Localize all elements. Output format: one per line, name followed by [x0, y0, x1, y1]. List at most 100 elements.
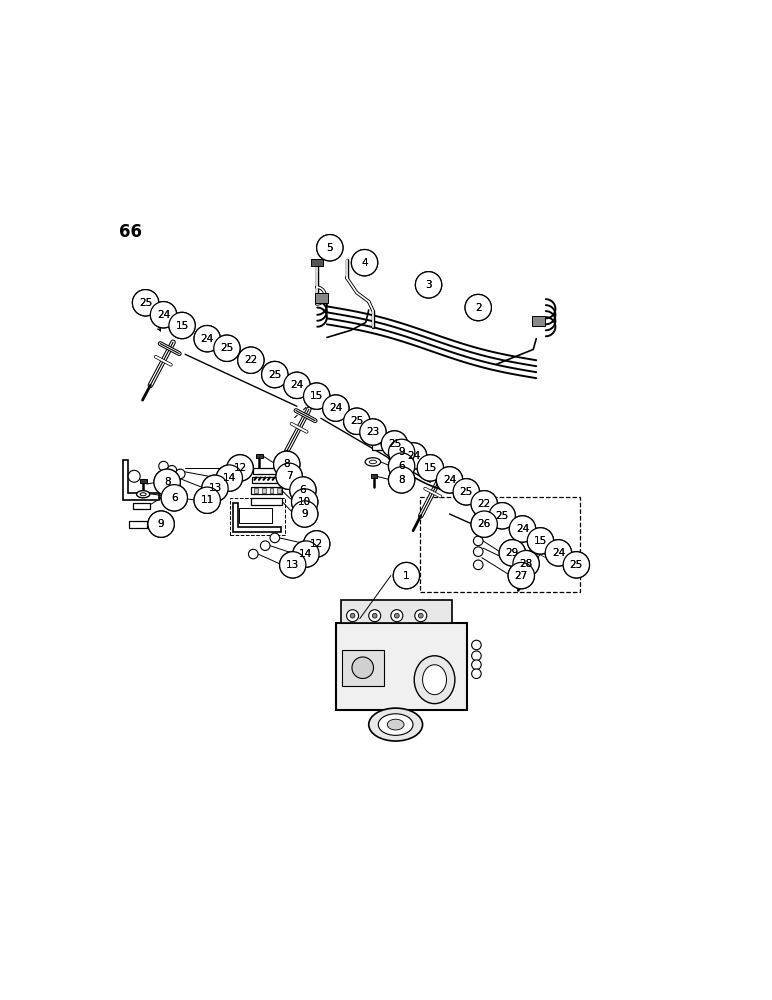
Circle shape: [154, 469, 181, 495]
Circle shape: [169, 312, 195, 339]
Text: 26: 26: [478, 519, 491, 529]
Text: 25: 25: [570, 560, 583, 570]
Text: 2: 2: [475, 303, 482, 313]
Circle shape: [415, 272, 442, 298]
Circle shape: [133, 290, 159, 316]
Text: 3: 3: [425, 280, 432, 290]
Text: 4: 4: [361, 258, 367, 268]
Text: 23: 23: [366, 427, 380, 437]
Bar: [371, 474, 377, 478]
Text: 5: 5: [327, 243, 334, 253]
Circle shape: [471, 511, 497, 537]
Text: 29: 29: [506, 548, 519, 558]
Text: 24: 24: [290, 380, 303, 390]
Text: 1: 1: [403, 571, 410, 581]
Text: 9: 9: [398, 447, 405, 457]
Text: 25: 25: [139, 298, 152, 308]
Text: 8: 8: [398, 475, 405, 485]
Text: 15: 15: [175, 321, 188, 331]
Text: 25: 25: [139, 298, 152, 308]
Circle shape: [471, 491, 497, 517]
Circle shape: [352, 657, 374, 679]
Circle shape: [151, 302, 177, 328]
Text: 8: 8: [164, 477, 171, 487]
Circle shape: [465, 294, 492, 321]
Text: 25: 25: [388, 439, 401, 449]
Circle shape: [214, 335, 240, 361]
Text: 24: 24: [157, 310, 170, 320]
Circle shape: [499, 540, 526, 566]
Circle shape: [472, 660, 481, 670]
Circle shape: [284, 372, 310, 399]
Circle shape: [415, 610, 427, 622]
Text: 2: 2: [475, 303, 482, 313]
Circle shape: [317, 235, 343, 261]
Circle shape: [381, 431, 408, 457]
Text: 15: 15: [424, 463, 437, 473]
Circle shape: [393, 562, 420, 589]
Circle shape: [201, 475, 229, 501]
Text: 25: 25: [496, 511, 509, 521]
Text: 9: 9: [301, 509, 308, 519]
Text: 9: 9: [157, 519, 164, 529]
Text: 28: 28: [520, 559, 533, 569]
Circle shape: [323, 395, 349, 421]
Bar: [253, 468, 280, 474]
Circle shape: [216, 465, 242, 491]
Text: 22: 22: [244, 355, 258, 365]
Circle shape: [347, 610, 358, 622]
Circle shape: [161, 485, 188, 511]
Text: 15: 15: [310, 391, 323, 401]
Circle shape: [133, 290, 159, 316]
Text: 3: 3: [425, 280, 432, 290]
Circle shape: [527, 528, 554, 554]
Text: 24: 24: [290, 380, 303, 390]
Circle shape: [471, 491, 497, 517]
Circle shape: [388, 439, 415, 466]
Circle shape: [472, 651, 481, 661]
Text: 66: 66: [119, 223, 142, 241]
Circle shape: [388, 467, 415, 493]
Circle shape: [564, 552, 590, 578]
Circle shape: [417, 455, 444, 481]
Bar: [255, 488, 258, 493]
Text: 6: 6: [398, 461, 405, 471]
Circle shape: [401, 443, 427, 469]
Circle shape: [273, 451, 300, 477]
Text: 15: 15: [424, 463, 437, 473]
Ellipse shape: [422, 665, 446, 695]
Circle shape: [388, 453, 415, 479]
Text: 10: 10: [298, 497, 311, 507]
Bar: [239, 508, 272, 523]
Circle shape: [564, 552, 590, 578]
Circle shape: [276, 463, 303, 489]
Circle shape: [527, 528, 554, 554]
Circle shape: [290, 477, 316, 503]
Circle shape: [472, 669, 481, 679]
Text: 25: 25: [268, 370, 282, 380]
Text: 25: 25: [220, 343, 234, 353]
Circle shape: [344, 408, 370, 434]
Circle shape: [128, 470, 141, 482]
Ellipse shape: [137, 491, 150, 498]
Text: 22: 22: [244, 355, 258, 365]
Circle shape: [279, 552, 306, 578]
Circle shape: [436, 467, 462, 493]
Text: 24: 24: [443, 475, 456, 485]
Circle shape: [351, 250, 378, 276]
Ellipse shape: [415, 656, 455, 704]
Text: 24: 24: [157, 310, 170, 320]
Text: 10: 10: [298, 497, 311, 507]
Circle shape: [372, 613, 377, 618]
Text: 15: 15: [533, 536, 547, 546]
Circle shape: [167, 466, 177, 475]
Circle shape: [194, 487, 220, 513]
Circle shape: [453, 479, 479, 505]
Circle shape: [369, 610, 381, 622]
Circle shape: [154, 469, 181, 495]
Text: 13: 13: [208, 483, 222, 493]
Circle shape: [270, 533, 279, 543]
Text: 14: 14: [222, 473, 236, 483]
Circle shape: [513, 550, 540, 577]
Circle shape: [262, 361, 288, 388]
